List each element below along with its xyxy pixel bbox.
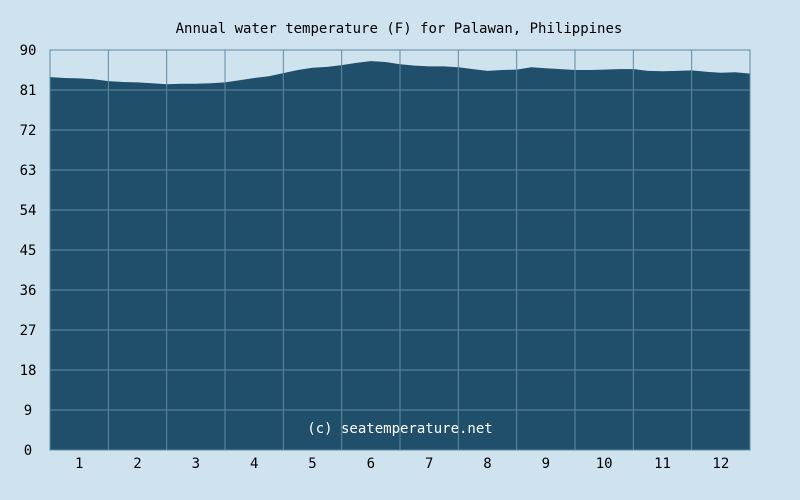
y-tick-label: 63 xyxy=(20,163,37,179)
x-tick-label: 9 xyxy=(542,456,550,472)
plot-border xyxy=(49,49,751,451)
watermark: (c) seatemperature.net xyxy=(307,421,492,437)
y-tick-label: 54 xyxy=(20,203,37,219)
x-tick-label: 7 xyxy=(425,456,433,472)
y-tick-label: 0 xyxy=(24,443,32,459)
y-tick-label: 90 xyxy=(20,43,37,59)
x-tick-label: 6 xyxy=(367,456,375,472)
x-tick-label: 12 xyxy=(712,456,729,472)
x-tick-label: 11 xyxy=(654,456,671,472)
x-tick-label: 4 xyxy=(250,456,258,472)
x-tick-label: 3 xyxy=(192,456,200,472)
chart-title: Annual water temperature (F) for Palawan… xyxy=(176,21,623,37)
x-tick-label: 10 xyxy=(596,456,613,472)
x-tick-label: 2 xyxy=(133,456,141,472)
x-tick-label: 8 xyxy=(483,456,491,472)
y-tick-label: 81 xyxy=(20,83,37,99)
x-tick-label: 5 xyxy=(308,456,316,472)
y-tick-label: 72 xyxy=(20,123,37,139)
y-axis: 0 9 18 27 36 45 54 63 72 81 90 xyxy=(20,43,37,459)
x-axis: 1 2 3 4 5 6 7 8 9 10 11 12 xyxy=(75,456,729,472)
x-tick-label: 1 xyxy=(75,456,83,472)
y-tick-label: 27 xyxy=(20,323,37,339)
y-tick-label: 18 xyxy=(20,363,37,379)
y-tick-label: 9 xyxy=(24,403,32,419)
y-tick-label: 36 xyxy=(20,283,37,299)
y-tick-label: 45 xyxy=(20,243,37,259)
